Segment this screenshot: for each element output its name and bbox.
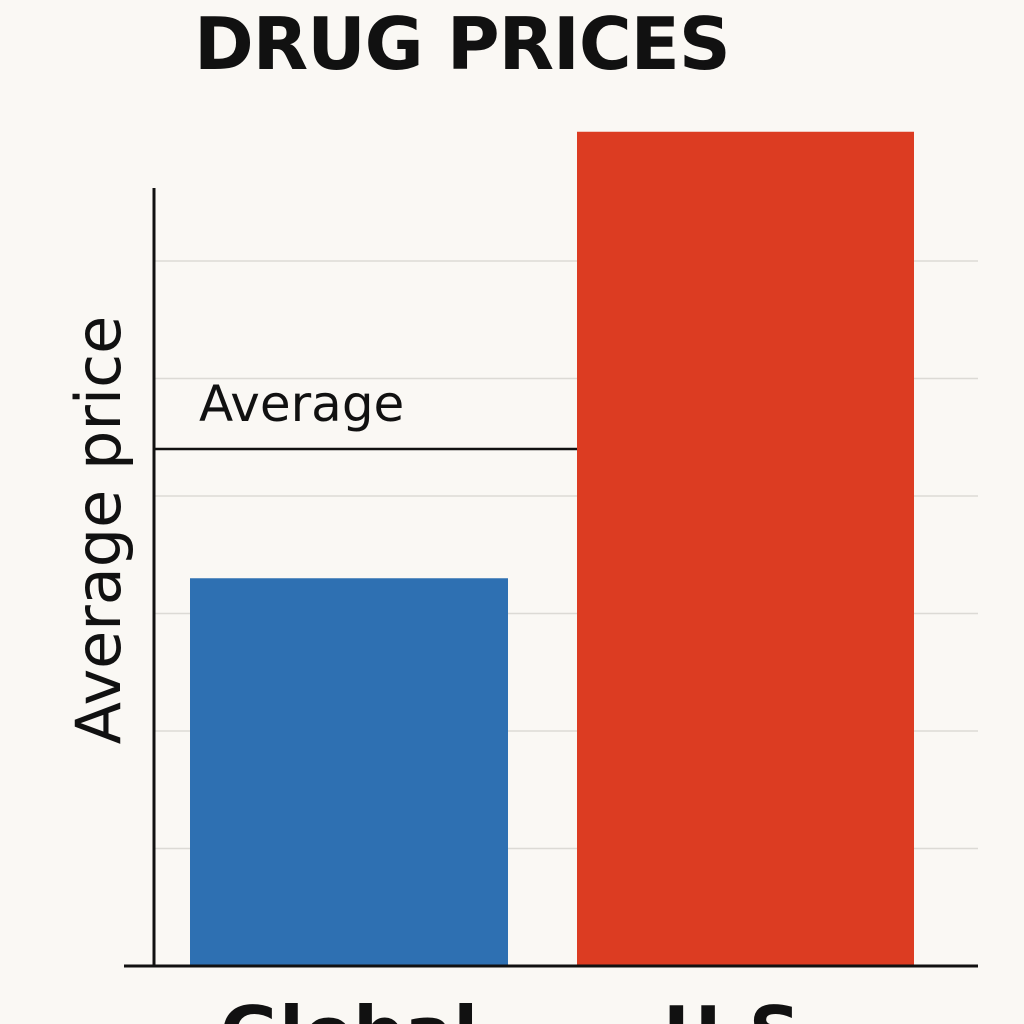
- x-tick-label-u-s: U.S.: [663, 991, 828, 1024]
- y-axis-label: Average price: [62, 316, 135, 745]
- axes: [124, 188, 978, 968]
- average-label: Average: [199, 375, 404, 433]
- bars: [190, 131, 914, 966]
- average-reference: Average: [154, 375, 577, 451]
- x-tick-label-global: Global: [220, 991, 478, 1024]
- axis-labels: Average price Global U.S.: [62, 316, 828, 1024]
- bar-u-s: [577, 131, 914, 966]
- bar-global: [190, 578, 508, 966]
- chart-title: DRUG PRICES: [194, 2, 731, 86]
